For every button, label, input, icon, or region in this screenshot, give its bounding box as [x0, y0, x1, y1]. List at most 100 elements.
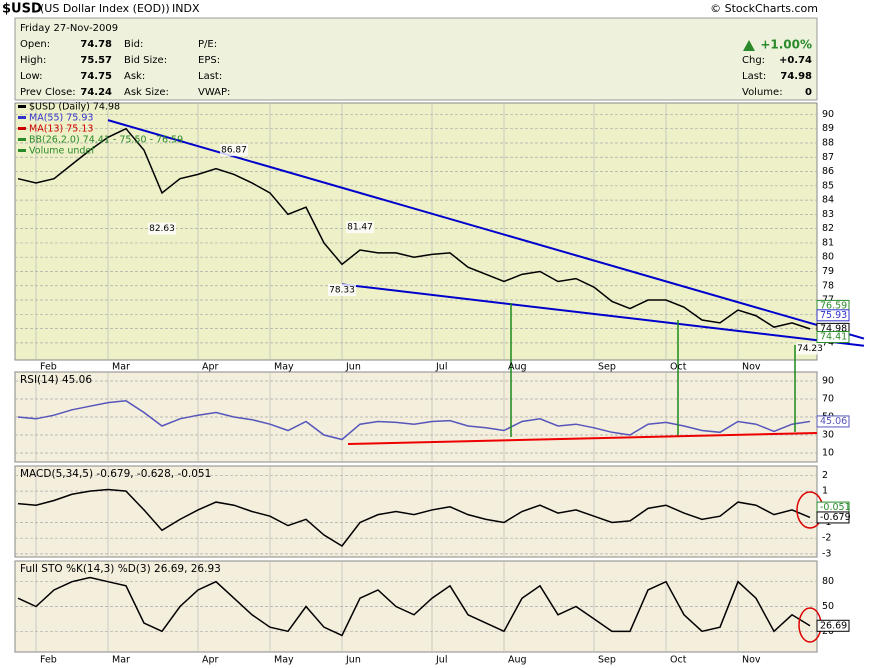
y-tick-label: -2	[822, 533, 831, 544]
quote-label: Open:	[20, 39, 50, 50]
value-box	[816, 619, 850, 632]
value-label: 74.41	[820, 332, 847, 343]
value-box	[816, 511, 850, 524]
y-tick-label: 10	[822, 448, 834, 459]
symbol: $USD	[2, 2, 42, 17]
y-tick-label: 79	[822, 266, 834, 277]
quote-label: Ask:	[124, 71, 145, 82]
x-tick-label: Apr	[202, 362, 219, 373]
quote-label: EPS:	[198, 55, 220, 66]
credit[interactable]: © StockCharts.com	[710, 2, 818, 15]
exchange: INDX	[172, 2, 200, 15]
trendline	[341, 283, 865, 347]
quote-label: High:	[20, 55, 46, 66]
legend-swatch	[18, 138, 26, 141]
quote-label: Bid Size:	[124, 55, 167, 66]
quote-label: Ask Size:	[124, 87, 169, 98]
y-tick-label: 30	[822, 430, 834, 441]
legend-entry: $USD (Daily) 74.98	[29, 102, 120, 113]
x-tick-label: May	[274, 362, 294, 373]
quote-label: Prev Close:	[20, 87, 76, 98]
x-tick-label: Apr	[202, 655, 219, 666]
x-tick-label: Feb	[40, 655, 57, 666]
value-label: 75.93	[820, 310, 847, 321]
legend-swatch	[18, 149, 26, 152]
y-tick-label: 89	[822, 123, 834, 134]
annotation-box	[148, 222, 176, 235]
annotation-box	[796, 342, 824, 355]
x-tick-label: Mar	[112, 362, 130, 373]
rsi-trendline	[347, 432, 818, 445]
x-tick-label: Jun	[345, 362, 361, 373]
y-tick-label: 82	[822, 223, 834, 234]
quote-value: 74.24	[80, 87, 112, 98]
quote-date: Friday 27-Nov-2009	[20, 23, 118, 34]
legend-entry: BB(26,2.0) 74.41 - 75.50 - 76.59	[29, 135, 183, 146]
y-tick-label: 86	[822, 166, 834, 177]
legend-swatch	[18, 116, 26, 119]
price-line	[17, 127, 811, 330]
legend-entry: MA(55) 75.93	[29, 113, 93, 124]
legend-entry: Volume undef	[29, 146, 95, 157]
y-tick-label: 88	[822, 137, 834, 148]
panel	[14, 465, 818, 558]
annotation: 86.87	[221, 146, 247, 156]
y-tick-label: 90	[822, 109, 834, 120]
annotation-box	[220, 144, 248, 157]
quote-label: Volume:	[742, 87, 783, 98]
quote-label: Low:	[20, 71, 43, 82]
quote-box	[14, 17, 818, 101]
y-tick-label: 84	[822, 195, 834, 206]
y-tick-label: 1	[822, 486, 828, 497]
annotation: 74.23	[797, 344, 823, 354]
quote-label: Chg:	[742, 55, 765, 66]
annotation-box	[346, 221, 374, 234]
price-line	[17, 488, 811, 548]
quote-label: VWAP:	[198, 87, 230, 98]
panel-title: MACD(5,34,5) -0.679, -0.628, -0.051	[20, 468, 211, 480]
up-arrow	[743, 40, 755, 51]
x-tick-label: Nov	[742, 655, 761, 666]
price-line	[17, 576, 811, 637]
quote-value: 75.57	[80, 55, 112, 66]
quote-label: P/E:	[198, 39, 217, 50]
y-tick-label: 78	[822, 280, 834, 291]
y-tick-label: 83	[822, 209, 834, 220]
y-tick-label: 90	[822, 376, 834, 387]
quote-label: Last:	[742, 71, 766, 82]
x-tick-label: Jul	[435, 362, 447, 373]
change-pct: +1.00%	[760, 38, 812, 52]
legend-entry: MA(13) 75.13	[29, 124, 93, 135]
y-tick-label: 80	[822, 252, 834, 263]
panel-title: Full STO %K(14,3) %D(3) 26.69, 26.93	[20, 563, 221, 575]
value-label: 76.59	[820, 300, 847, 311]
trendline	[107, 119, 865, 340]
value-label: -0.051	[820, 502, 851, 513]
x-tick-label: Mar	[112, 655, 130, 666]
value-box	[816, 415, 850, 428]
y-tick-label: 85	[822, 180, 834, 191]
value-box	[816, 309, 850, 322]
y-tick-label: 81	[822, 237, 834, 248]
y-tick-label: 70	[822, 394, 834, 405]
quote-label: Bid:	[124, 39, 143, 50]
y-tick-label: 87	[822, 152, 834, 163]
quote-value: +0.74	[779, 55, 812, 66]
annotation-box	[328, 284, 356, 297]
value-label: 26.69	[820, 620, 847, 631]
quote-value: 74.98	[780, 71, 812, 82]
quote-value: 74.78	[80, 39, 112, 50]
panel-title: RSI(14) 45.06	[20, 374, 92, 386]
y-tick-label: 80	[822, 576, 834, 587]
x-tick-label: Aug	[508, 362, 527, 373]
value-box	[816, 331, 850, 344]
value-label: 45.06	[820, 416, 847, 427]
x-tick-label: Sep	[598, 362, 616, 373]
x-tick-label: Aug	[508, 655, 527, 666]
quote-value: 0	[805, 87, 812, 98]
x-tick-label: Nov	[742, 362, 761, 373]
x-tick-label: Jun	[345, 655, 361, 666]
annotation: 78.33	[329, 286, 355, 296]
x-tick-label: Jul	[435, 655, 447, 666]
